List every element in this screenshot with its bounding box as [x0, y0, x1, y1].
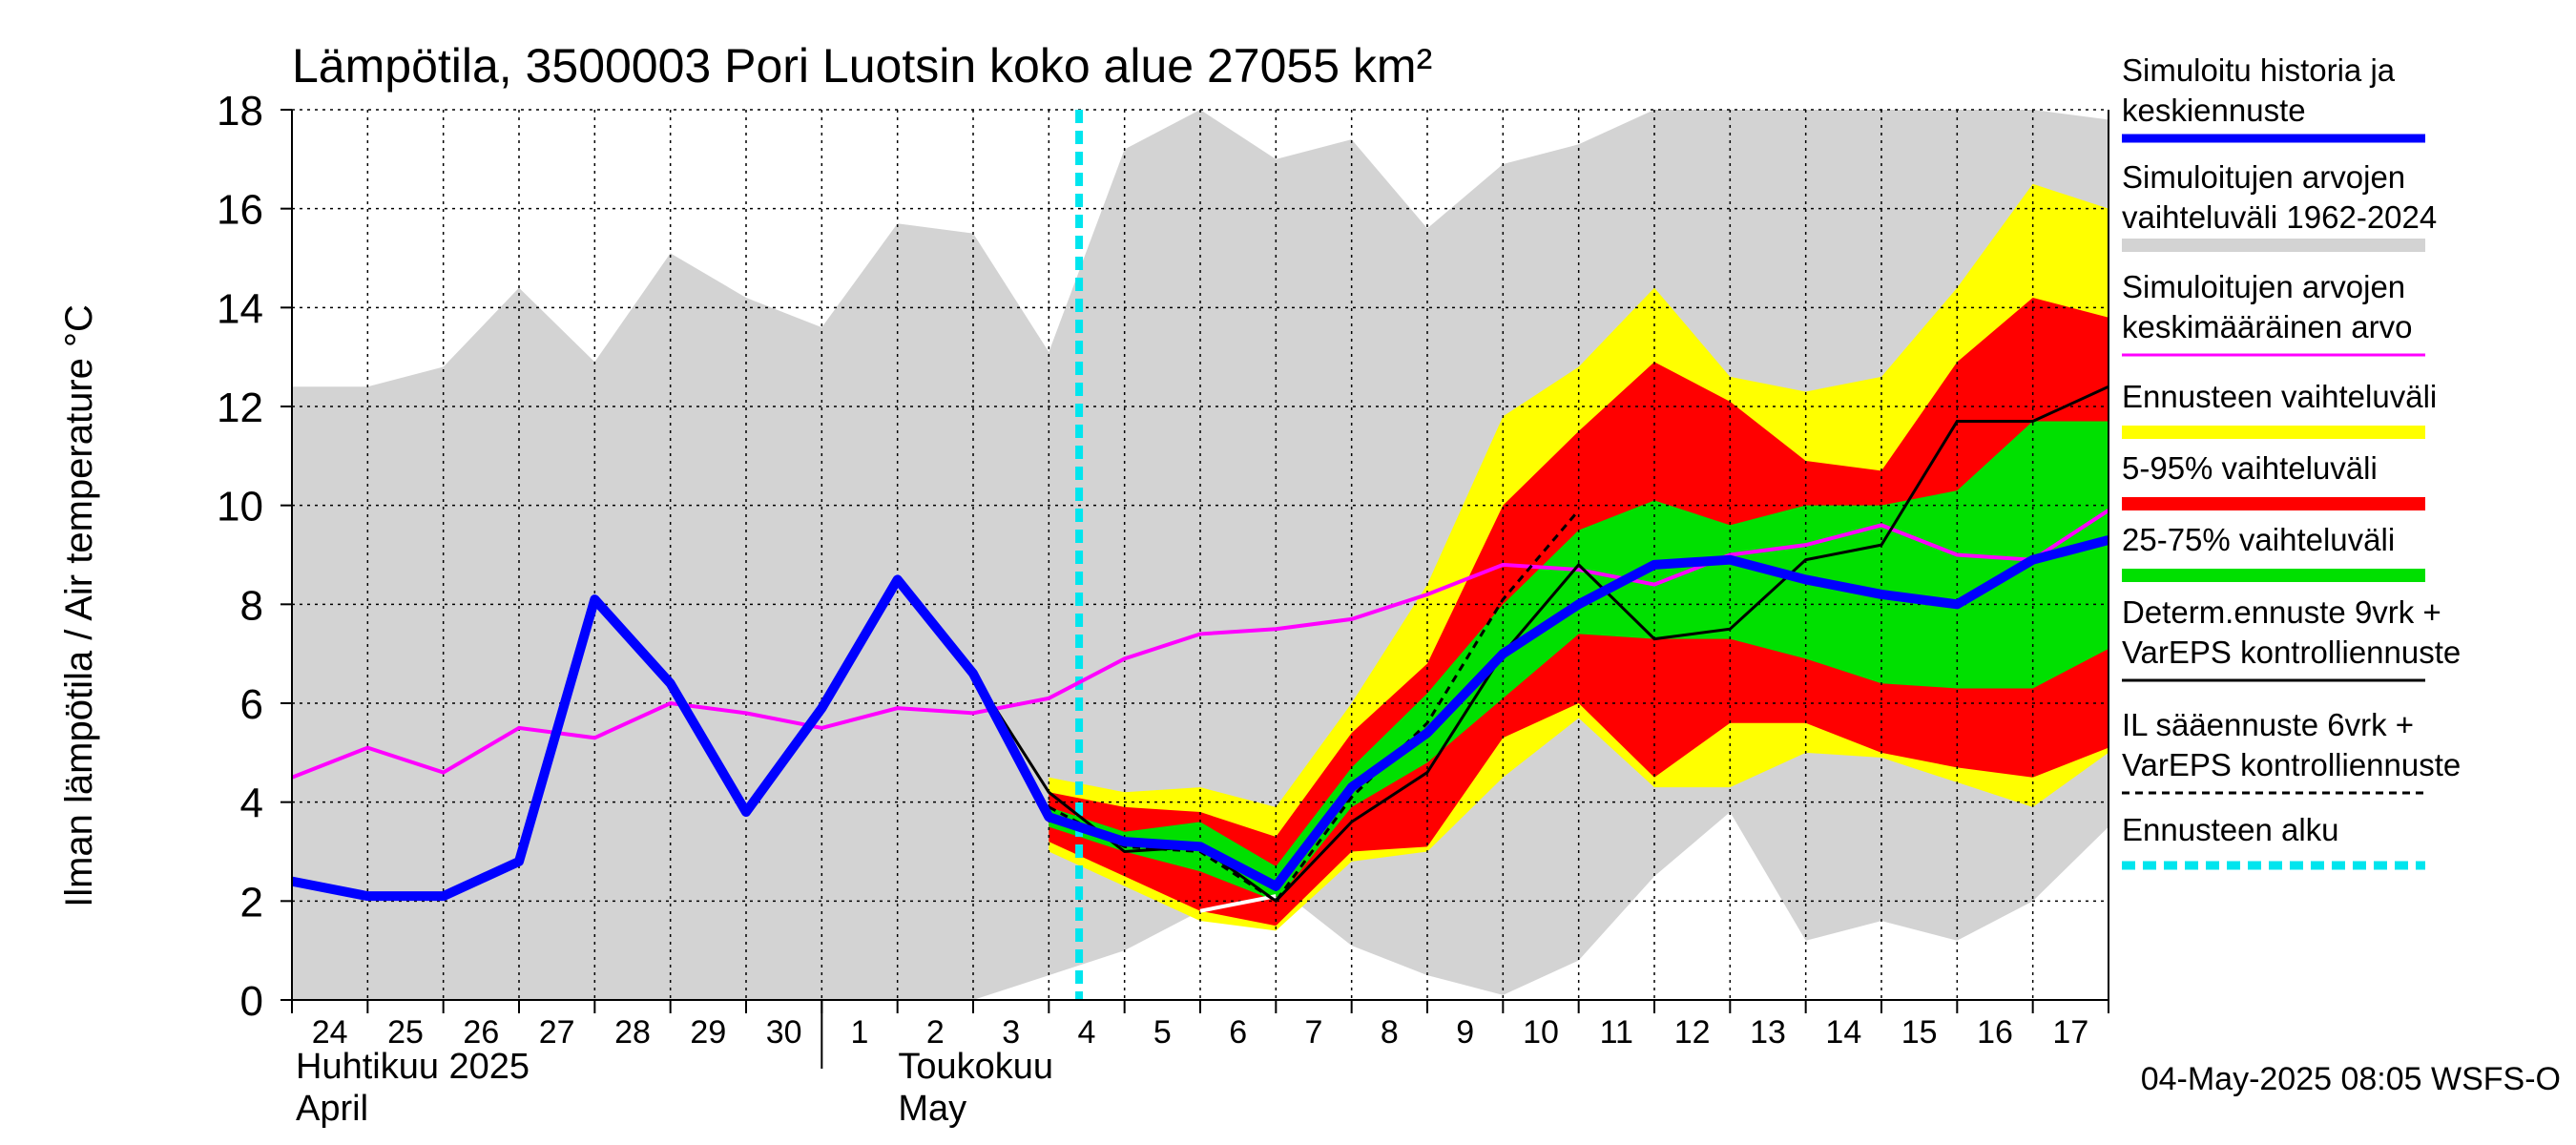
legend-label: 5-95% vaihteluväli — [2122, 450, 2378, 486]
x-day-label: 15 — [1901, 1014, 1938, 1051]
x-day-label: 7 — [1305, 1014, 1323, 1051]
legend-label: 25-75% vaihteluväli — [2122, 522, 2395, 557]
legend-label-2: VarEPS kontrolliennuste — [2122, 747, 2461, 782]
legend-label-2: keskimääräinen arvo — [2122, 309, 2412, 344]
y-axis-label: Ilman lämpötila / Air temperature °C — [58, 304, 100, 907]
x-day-label: 10 — [1523, 1014, 1559, 1051]
legend-label-2: VarEPS kontrolliennuste — [2122, 635, 2461, 670]
x-day-label: 8 — [1381, 1014, 1399, 1051]
legend-label-2: vaihteluväli 1962-2024 — [2122, 199, 2437, 235]
legend-label-2: keskiennuste — [2122, 93, 2306, 128]
chart-legend: Simuloitu historia ja keskiennuste Simuloi… — [2122, 52, 2461, 870]
x-day-label: 30 — [766, 1014, 802, 1051]
legend-label: Simuloitu historia ja — [2122, 52, 2396, 88]
y-tick-label: 0 — [240, 978, 263, 1025]
y-tick-label: 18 — [217, 88, 263, 135]
month-label-fi: Toukokuu — [898, 1047, 1053, 1087]
x-day-label: 25 — [387, 1014, 424, 1051]
x-day-label: 14 — [1825, 1014, 1861, 1051]
y-tick-label: 14 — [217, 285, 263, 332]
x-day-label: 1 — [851, 1014, 869, 1051]
x-day-label: 9 — [1456, 1014, 1474, 1051]
y-tick-label: 10 — [217, 484, 263, 531]
x-day-label: 17 — [2052, 1014, 2088, 1051]
x-day-label: 16 — [1977, 1014, 2013, 1051]
x-day-label: 4 — [1078, 1014, 1096, 1051]
legend-label: Simuloitujen arvojen — [2122, 269, 2405, 304]
x-day-label: 13 — [1750, 1014, 1786, 1051]
legend-label: Ennusteen alku — [2122, 812, 2339, 847]
legend-label: Simuloitujen arvojen — [2122, 159, 2405, 195]
chart-text: Lämpötila, 3500003 Pori Luotsin koko alu… — [58, 39, 2561, 1097]
x-day-label: 27 — [539, 1014, 575, 1051]
chart-title: Lämpötila, 3500003 Pori Luotsin koko alu… — [292, 39, 1432, 93]
x-day-label: 3 — [1002, 1014, 1020, 1051]
y-tick-label: 6 — [240, 681, 263, 728]
x-day-label: 29 — [690, 1014, 726, 1051]
y-tick-label: 4 — [240, 781, 263, 827]
month-label-en: April — [296, 1089, 368, 1129]
x-day-label: 26 — [463, 1014, 499, 1051]
white-trace-line — [1199, 894, 1277, 913]
footer-timestamp: 04-May-2025 08:05 WSFS-O — [2141, 1061, 2561, 1097]
legend-label: Ennusteen vaihteluväli — [2122, 379, 2437, 414]
chart-lines — [292, 110, 2109, 1000]
x-day-label: 24 — [312, 1014, 348, 1051]
x-day-label: 28 — [614, 1014, 651, 1051]
y-tick-label: 8 — [240, 582, 263, 629]
mean-line — [292, 509, 2109, 780]
legend-label: IL sääennuste 6vrk + — [2122, 707, 2414, 742]
y-tick-label: 12 — [217, 385, 263, 431]
x-day-label: 12 — [1674, 1014, 1711, 1051]
simulated-history-line — [292, 535, 2109, 902]
y-tick-label: 2 — [240, 879, 263, 926]
il-forecast-line — [1048, 509, 1580, 904]
legend-label: Determ.ennuste 9vrk + — [2122, 594, 2441, 630]
x-day-label: 6 — [1229, 1014, 1247, 1051]
y-tick-label: 16 — [217, 187, 263, 234]
x-day-label: 2 — [926, 1014, 945, 1051]
x-day-label: 11 — [1600, 1014, 1633, 1051]
p25-p75-band — [1049, 421, 2109, 902]
x-day-label: 5 — [1153, 1014, 1172, 1051]
month-label-fi: Huhtikuu 2025 — [296, 1047, 530, 1087]
chart-grid — [292, 109, 2109, 1000]
month-label-en: May — [898, 1089, 966, 1129]
